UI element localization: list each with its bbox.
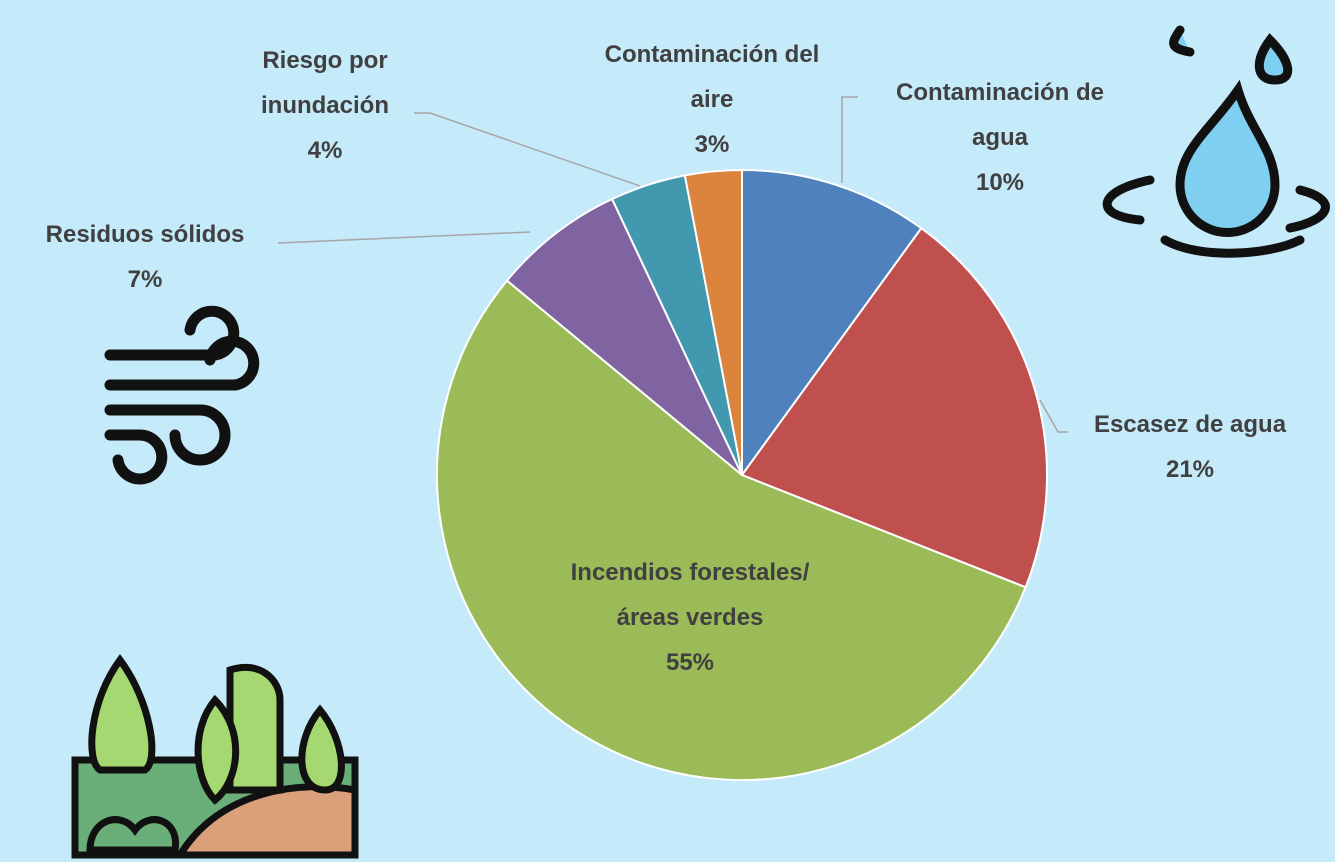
data-label: Incendios forestales/áreas verdes 55%: [560, 550, 820, 685]
category-label: Contaminación de agua: [895, 79, 1105, 151]
pie-slice: [683, 168, 743, 476]
pie-slice: [436, 279, 1027, 781]
leader-lines: [277, 96, 1068, 433]
leader-line: [1039, 399, 1068, 433]
value-label: 4%: [307, 137, 343, 164]
category-label: Contaminación del aire: [604, 41, 820, 113]
data-label: Residuos sólidos 7%: [5, 212, 285, 302]
leader-line: [277, 231, 531, 244]
data-label: Riesgo por inundación 4%: [230, 38, 420, 173]
data-label: Contaminación de agua 10%: [875, 70, 1125, 205]
water-icon: [1102, 25, 1330, 258]
leader-line: [414, 112, 641, 187]
value-label: 10%: [975, 169, 1025, 196]
category-label: Residuos sólidos: [45, 221, 245, 248]
data-label: Contaminación del aire 3%: [605, 32, 820, 167]
data-label: Escasez de agua 21%: [1060, 402, 1320, 492]
pie-slice: [740, 226, 1048, 589]
value-label: 7%: [127, 266, 163, 293]
value-label: 3%: [694, 131, 730, 158]
category-label: Escasez de agua: [1093, 411, 1287, 438]
leader-line: [841, 96, 858, 183]
pie-slice: [741, 168, 923, 479]
pie-slice: [505, 197, 743, 476]
category-label: Incendios forestales/áreas verdes: [570, 559, 810, 631]
category-label: Riesgo por inundación: [261, 47, 389, 119]
trees-icon: [71, 654, 359, 859]
value-label: 21%: [1165, 456, 1215, 483]
value-label: 55%: [665, 649, 715, 676]
wind-icon: [104, 305, 260, 485]
